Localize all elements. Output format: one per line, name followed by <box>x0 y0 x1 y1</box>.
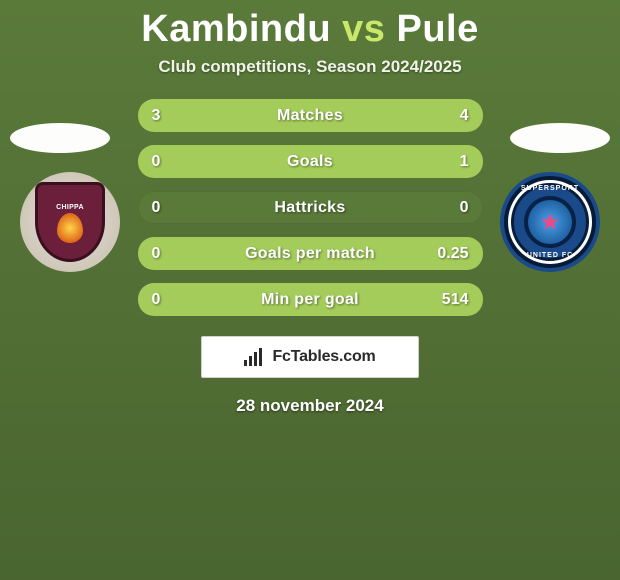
footer-brand-text: FcTables.com <box>272 348 375 366</box>
fctables-logo-icon <box>244 348 266 366</box>
stat-row: 0 Goals per match 0.25 <box>138 237 483 270</box>
supersport-star-icon <box>528 200 572 244</box>
stat-value-right: 4 <box>460 107 469 125</box>
player2-avatar-placeholder <box>510 123 610 153</box>
left-club-logo: CHIPPA <box>20 172 120 272</box>
comparison-title: Kambindu vs Pule <box>0 0 620 51</box>
stat-label: Goals <box>287 153 333 171</box>
right-club-name: SUPERSPORT <box>504 185 596 192</box>
stat-value-right: 514 <box>442 291 469 309</box>
stat-value-right: 0.25 <box>437 245 468 263</box>
vs-text: vs <box>342 8 385 50</box>
stat-value-left: 3 <box>152 107 161 125</box>
stat-label: Min per goal <box>261 291 359 309</box>
stat-label: Hattricks <box>274 199 345 217</box>
flame-icon <box>57 213 83 243</box>
player1-name: Kambindu <box>141 8 331 50</box>
footer-brand-card[interactable]: FcTables.com <box>201 336 419 378</box>
stat-value-right: 1 <box>460 153 469 171</box>
date-text: 28 november 2024 <box>0 396 620 416</box>
stat-value-left: 0 <box>152 245 161 263</box>
left-club-name: CHIPPA <box>56 204 84 211</box>
stat-row: 3 Matches 4 <box>138 99 483 132</box>
stat-label: Goals per match <box>245 245 375 263</box>
right-club-logo: SUPERSPORT UNITED FC <box>500 172 600 272</box>
stat-value-right: 0 <box>460 199 469 217</box>
player2-name: Pule <box>396 8 478 50</box>
player1-avatar-placeholder <box>10 123 110 153</box>
subtitle: Club competitions, Season 2024/2025 <box>0 57 620 77</box>
stat-value-left: 0 <box>152 153 161 171</box>
stats-container: 3 Matches 4 0 Goals 1 0 Hattricks 0 0 Goals per ma… <box>138 99 483 316</box>
stat-row: 0 Hattricks 0 <box>138 191 483 224</box>
stat-value-left: 0 <box>152 199 161 217</box>
stat-label: Matches <box>277 107 343 125</box>
stat-row: 0 Goals 1 <box>138 145 483 178</box>
right-club-sub: UNITED FC <box>504 252 596 259</box>
stat-value-left: 0 <box>152 291 161 309</box>
stat-row: 0 Min per goal 514 <box>138 283 483 316</box>
